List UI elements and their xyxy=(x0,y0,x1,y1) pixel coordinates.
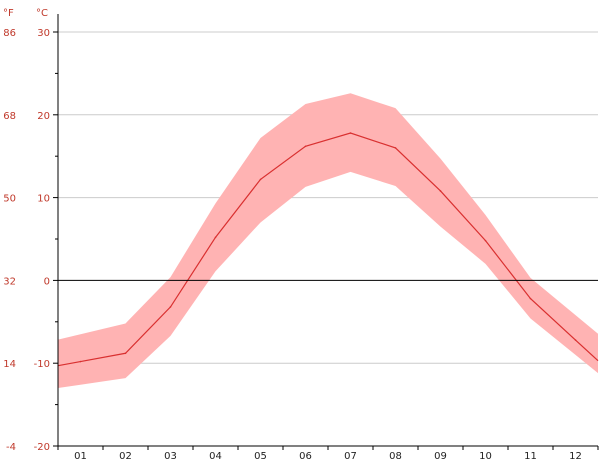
min-max-band xyxy=(58,93,598,389)
x-tick-01: 01 xyxy=(74,451,87,461)
average-temperature-line xyxy=(57,132,599,367)
fahrenheit-unit-label: °F xyxy=(3,8,14,19)
y-tick-celsius-0: 0 xyxy=(44,276,50,287)
mean-point-05 xyxy=(259,178,262,181)
mean-point-04 xyxy=(214,236,217,239)
mean-point-10 xyxy=(484,239,487,242)
y-tick-fahrenheit-32: 32 xyxy=(3,276,16,287)
mean-point-02 xyxy=(124,352,127,355)
x-tick-07: 07 xyxy=(344,451,357,461)
y-tick-celsius--10: -10 xyxy=(34,359,50,370)
y-tick-fahrenheit-68: 68 xyxy=(3,111,16,122)
mean-point-03 xyxy=(169,306,172,308)
mean-point-08 xyxy=(394,147,397,149)
x-tick-11: 11 xyxy=(524,451,537,461)
temperature-range-band xyxy=(58,93,598,389)
x-tick-05: 05 xyxy=(254,451,267,461)
celsius-unit-label: °C xyxy=(36,8,48,19)
y-tick-celsius-20: 20 xyxy=(37,111,50,122)
mean-point-12 xyxy=(574,339,577,341)
y-tick-celsius-10: 10 xyxy=(37,194,50,205)
mean-point-01 xyxy=(79,360,82,363)
axes xyxy=(53,14,599,450)
x-tick-02: 02 xyxy=(119,451,132,461)
y-tick-fahrenheit--4: -4 xyxy=(6,442,16,453)
mean-line xyxy=(57,132,599,367)
x-tick-06: 06 xyxy=(299,451,312,461)
y-tick-celsius-30: 30 xyxy=(37,28,50,39)
x-tick-08: 08 xyxy=(389,451,402,461)
x-tick-03: 03 xyxy=(164,451,177,461)
y-tick-fahrenheit-14: 14 xyxy=(3,359,16,370)
mean-point-11 xyxy=(529,297,532,300)
x-tick-10: 10 xyxy=(479,451,492,461)
y-tick-fahrenheit-50: 50 xyxy=(3,194,16,205)
mean-point-06 xyxy=(304,145,307,148)
y-tick-fahrenheit-86: 86 xyxy=(3,28,16,39)
x-tick-09: 09 xyxy=(434,451,447,461)
y-tick-celsius--20: -20 xyxy=(34,442,50,453)
x-tick-12: 12 xyxy=(569,451,582,461)
x-tick-04: 04 xyxy=(209,451,222,461)
mean-point-07 xyxy=(349,132,352,134)
mean-point-09 xyxy=(439,190,442,192)
tick-labels: 30 86 20 68 10 50 0 32 -10 14 -20 -4 01 02 03 04 05 06 07 0… xyxy=(3,28,582,461)
gridlines xyxy=(58,31,598,364)
